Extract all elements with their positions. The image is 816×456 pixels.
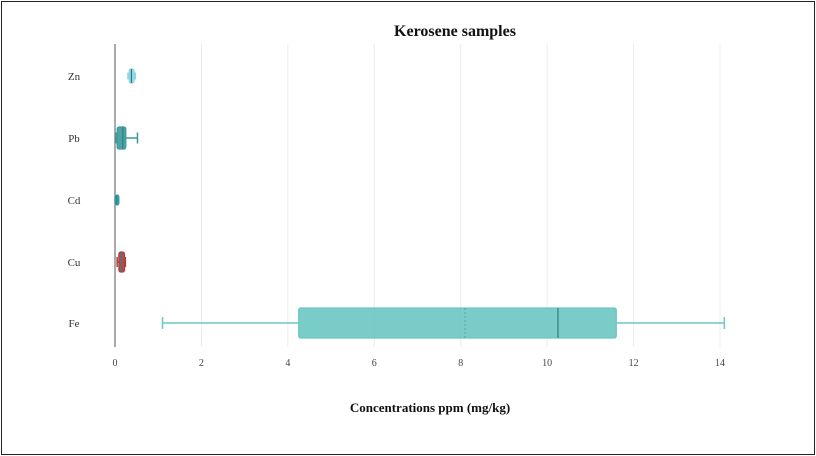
box-cu [116, 251, 127, 273]
category-label-cd: Cd [68, 195, 81, 207]
box-zn [127, 68, 137, 84]
x-tick-14: 14 [715, 358, 725, 369]
box-rect-pb [116, 126, 127, 150]
box-series [114, 68, 726, 339]
x-tick-8: 8 [458, 358, 463, 369]
category-label-pb: Pb [68, 133, 80, 145]
x-tick-0: 0 [113, 358, 118, 369]
chart-title: Kerosene samples [394, 23, 516, 40]
x-axis-label: Concentrations ppm (mg/kg) [350, 400, 510, 415]
x-tick-10: 10 [542, 358, 552, 369]
category-label-cu: Cu [68, 257, 81, 269]
box-pb [115, 126, 139, 150]
category-label-fe: Fe [69, 318, 80, 330]
x-tick-12: 12 [629, 358, 639, 369]
x-tick-labels: 0 2 4 6 8 10 12 14 [113, 358, 726, 369]
x-tick-6: 6 [372, 358, 377, 369]
x-tick-2: 2 [199, 358, 204, 369]
box-rect-fe [298, 307, 617, 339]
x-tick-4: 4 [285, 358, 290, 369]
box-fe [161, 307, 726, 339]
category-labels: Zn Pb Cd Cu Fe [68, 71, 81, 330]
category-label-zn: Zn [68, 71, 81, 83]
grid-lines [200, 44, 721, 347]
box-cd [114, 194, 120, 206]
